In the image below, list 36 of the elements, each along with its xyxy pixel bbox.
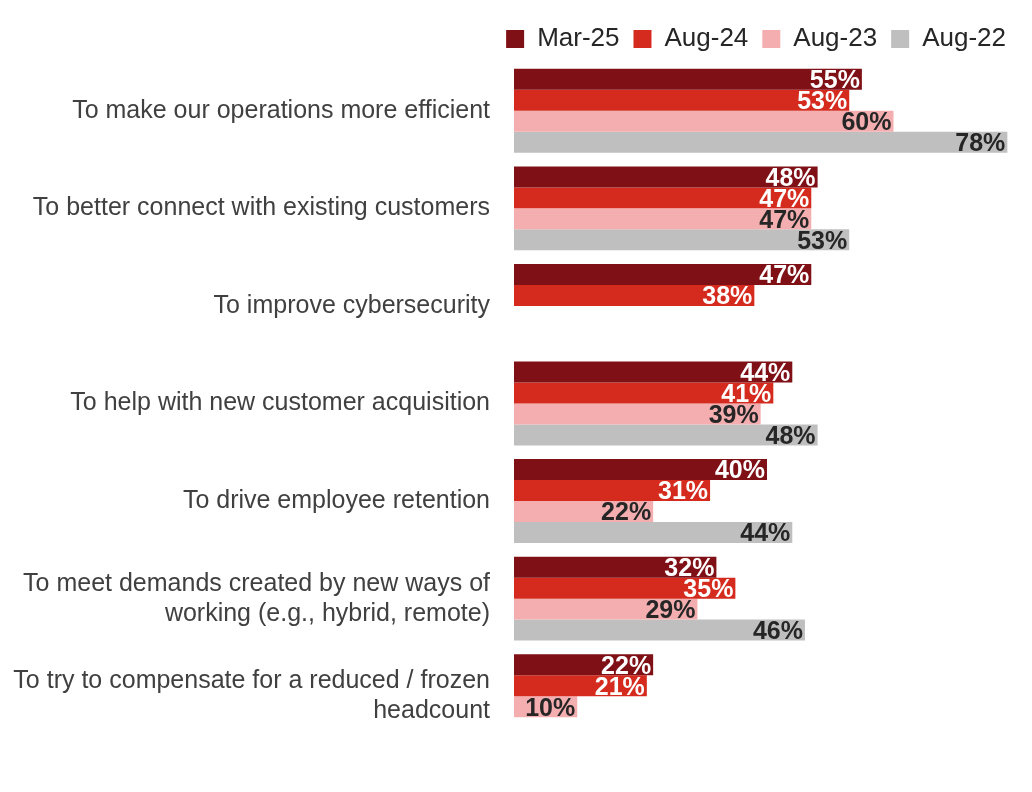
legend-label: Mar-25 (537, 22, 620, 53)
y-tick-label: To help with new customer acquisition (70, 387, 490, 416)
bar (514, 424, 818, 446)
bar (514, 208, 812, 230)
data-label: 48% (765, 420, 816, 449)
bar (514, 131, 1008, 153)
bar (514, 619, 805, 641)
data-label: 10% (525, 692, 576, 721)
data-label: 78% (955, 128, 1006, 157)
y-tick-label: To try to compensate for a reduced / frozen headcount (13, 665, 491, 724)
data-label: 22% (601, 497, 652, 526)
y-tick-label: To improve cybersecurity (213, 289, 491, 318)
bar (514, 229, 850, 251)
bar (514, 187, 812, 209)
data-label: 40% (714, 455, 765, 484)
bar (514, 110, 894, 132)
data-label: 38% (702, 281, 753, 310)
y-tick-label: To drive employee retention (182, 484, 490, 513)
bar (514, 68, 862, 90)
data-label: 44% (740, 518, 791, 547)
data-label: 46% (752, 616, 803, 644)
bar (514, 89, 850, 111)
bar (514, 166, 818, 188)
y-tick-label: To meet demands created by new ways of working (e.g., hybrid, remote) (23, 567, 491, 626)
bar (514, 459, 767, 481)
legend-label: Aug-22 (922, 22, 1006, 53)
bar (514, 522, 793, 544)
legend-label: Aug-23 (793, 22, 878, 53)
bar (514, 263, 812, 285)
data-label: 47% (759, 260, 810, 289)
bar (514, 361, 793, 383)
y-tick-label: To better connect with existing customers (32, 192, 490, 221)
bar (514, 382, 774, 404)
data-label: 31% (658, 476, 709, 505)
y-tick-label: To make our operations more efficient (72, 94, 491, 123)
legend-label: Aug-24 (664, 22, 749, 53)
